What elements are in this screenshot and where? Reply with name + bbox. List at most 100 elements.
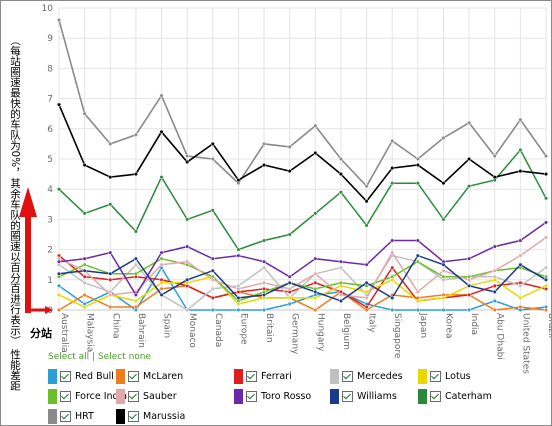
data-point-williams-10 bbox=[313, 289, 318, 294]
legend-checkbox[interactable] bbox=[60, 391, 71, 402]
legend-checkbox[interactable] bbox=[342, 371, 353, 382]
legend-checkbox[interactable] bbox=[430, 371, 441, 382]
legend-item-caterham[interactable]: Caterham bbox=[418, 389, 492, 404]
data-point-sauber-9 bbox=[287, 286, 292, 291]
data-point-caterham-2 bbox=[108, 202, 113, 207]
x-tick-label-1: Malaysia bbox=[85, 313, 95, 352]
data-point-lotus-15 bbox=[441, 295, 446, 300]
data-point-marussia-17 bbox=[492, 175, 497, 180]
legend-checkbox[interactable] bbox=[60, 371, 71, 382]
legend-checkbox[interactable] bbox=[246, 371, 257, 382]
data-point-ferrari-1 bbox=[82, 274, 87, 279]
legend-item-sauber[interactable]: Sauber bbox=[116, 389, 177, 404]
vertical-arrow-shaft bbox=[25, 215, 31, 313]
legend-item-mclaren[interactable]: McLaren bbox=[116, 369, 183, 384]
legend-label: Marussia bbox=[143, 411, 186, 422]
legend-checkbox[interactable] bbox=[342, 391, 353, 402]
data-point-toro-rosso-5 bbox=[185, 244, 190, 249]
data-point-toro-rosso-1 bbox=[82, 256, 87, 261]
data-point-mclaren-2 bbox=[108, 304, 113, 310]
x-tick-label-5: Monaco bbox=[187, 313, 197, 348]
legend-label: Williams bbox=[357, 391, 397, 402]
legend-checkbox[interactable] bbox=[128, 411, 139, 422]
data-point-red-bull-17 bbox=[492, 298, 497, 303]
data-point-williams-15 bbox=[441, 262, 446, 267]
data-point-caterham-4 bbox=[159, 175, 164, 180]
legend-swatch bbox=[418, 369, 427, 384]
data-point-ferrari-10 bbox=[313, 280, 318, 285]
series-caterham bbox=[56, 147, 549, 252]
data-point-caterham-19 bbox=[543, 196, 549, 201]
data-point-hrt-4 bbox=[159, 93, 164, 98]
legend-item-marussia[interactable]: Marussia bbox=[116, 409, 185, 424]
data-point-hrt-11 bbox=[338, 156, 343, 162]
data-point-marussia-2 bbox=[108, 175, 113, 180]
legend-checkbox[interactable] bbox=[246, 391, 257, 402]
data-point-sauber-17 bbox=[492, 268, 497, 273]
data-point-mercedes-11 bbox=[338, 265, 343, 270]
data-point-sauber-7 bbox=[236, 286, 241, 291]
legend-item-hrt[interactable]: HRT bbox=[48, 409, 94, 424]
data-point-caterham-18 bbox=[518, 147, 523, 152]
data-point-red-bull-9 bbox=[287, 301, 292, 307]
x-tick-label-7: Europe bbox=[238, 313, 248, 345]
data-point-williams-4 bbox=[159, 292, 164, 297]
data-point-mercedes-3 bbox=[133, 262, 138, 267]
data-point-sauber-18 bbox=[518, 253, 523, 258]
legend-swatch bbox=[48, 389, 57, 404]
legend-swatch bbox=[234, 389, 243, 404]
y-tick-label-3: 3 bbox=[47, 215, 53, 225]
data-point-hrt-17 bbox=[492, 153, 497, 159]
data-point-force-india-13 bbox=[390, 274, 395, 279]
legend-checkbox[interactable] bbox=[430, 391, 441, 402]
legend-checkbox[interactable] bbox=[60, 411, 71, 422]
data-point-force-india-11 bbox=[338, 280, 343, 285]
data-point-marussia-8 bbox=[262, 162, 267, 168]
legend-item-toro-rosso[interactable]: Toro Rosso bbox=[234, 389, 311, 404]
data-point-lotus-1 bbox=[82, 304, 87, 310]
select-none-link[interactable]: Select none bbox=[97, 352, 152, 362]
legend-item-williams[interactable]: Williams bbox=[330, 389, 397, 404]
series-line-hrt bbox=[58, 19, 547, 188]
legend-item-lotus[interactable]: Lotus bbox=[418, 369, 471, 384]
data-point-caterham-10 bbox=[313, 211, 318, 216]
x-tick-label-10: Hungary bbox=[315, 313, 325, 352]
legend-item-red-bull[interactable]: Red Bull bbox=[48, 369, 114, 384]
data-point-hrt-10 bbox=[313, 123, 318, 128]
data-point-toro-rosso-0 bbox=[56, 259, 62, 264]
legend-checkbox[interactable] bbox=[128, 391, 139, 402]
legend-checkbox[interactable] bbox=[128, 371, 139, 382]
data-point-williams-17 bbox=[492, 289, 497, 294]
series-line-red-bull bbox=[58, 266, 547, 312]
select-all-link[interactable]: Select all bbox=[48, 352, 90, 362]
data-point-mclaren-3 bbox=[133, 304, 138, 310]
data-point-lotus-9 bbox=[287, 295, 292, 300]
data-point-toro-rosso-6 bbox=[210, 256, 215, 261]
data-point-hrt-18 bbox=[518, 117, 523, 122]
data-point-hrt-9 bbox=[287, 144, 292, 149]
data-point-sauber-4 bbox=[159, 262, 164, 267]
legend-label: Caterham bbox=[445, 391, 492, 402]
data-point-sauber-10 bbox=[313, 271, 318, 276]
data-point-williams-6 bbox=[210, 268, 215, 273]
data-point-marussia-12 bbox=[364, 199, 369, 204]
data-point-marussia-15 bbox=[441, 181, 446, 186]
data-point-mclaren-1 bbox=[82, 292, 87, 297]
data-point-williams-14 bbox=[415, 253, 420, 258]
data-point-hrt-2 bbox=[108, 141, 113, 146]
data-point-hrt-5 bbox=[185, 153, 190, 159]
data-point-force-india-1 bbox=[82, 262, 87, 267]
data-point-sauber-8 bbox=[262, 280, 267, 285]
data-point-lotus-14 bbox=[415, 298, 420, 303]
data-point-williams-12 bbox=[364, 280, 369, 285]
data-point-caterham-14 bbox=[415, 181, 420, 186]
legend-item-mercedes[interactable]: Mercedes bbox=[330, 369, 403, 384]
legend-item-force-india[interactable]: Force India bbox=[48, 389, 127, 404]
data-point-williams-9 bbox=[287, 280, 292, 285]
x-tick-label-17: Abu Dhabi bbox=[495, 313, 505, 360]
data-point-toro-rosso-8 bbox=[262, 259, 267, 264]
legend-swatch bbox=[234, 369, 243, 384]
legend-label: Ferrari bbox=[261, 371, 292, 382]
data-point-mercedes-8 bbox=[262, 265, 267, 270]
legend-item-ferrari[interactable]: Ferrari bbox=[234, 369, 292, 384]
